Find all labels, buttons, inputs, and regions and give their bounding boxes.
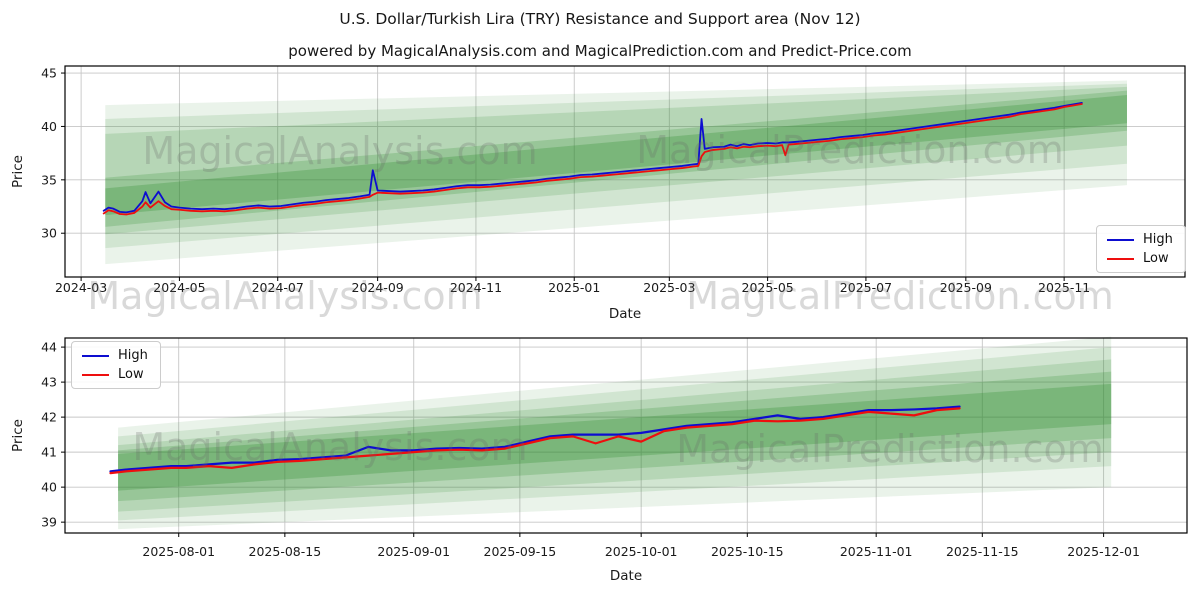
legend-item-high: High — [1107, 233, 1173, 246]
y-tick-label: 43 — [41, 375, 57, 390]
x-tick-label: 2025-10-01 — [605, 544, 678, 559]
low-line-sample — [82, 373, 109, 376]
watermark-prediction: MagicalPrediction.com — [686, 274, 1114, 318]
series-line-low — [102, 103, 1083, 216]
x-axis-label: Date — [609, 306, 641, 322]
x-tick-label: 2025-11-01 — [840, 544, 913, 559]
series-line-low — [109, 407, 961, 475]
x-tick-label: 2025-08-15 — [249, 544, 322, 559]
x-tick-label: 2024-07 — [252, 280, 304, 295]
watermark-analysis: MagicalAnalysis.com — [142, 129, 538, 173]
y-tick-label: 45 — [41, 66, 57, 81]
low-line-sample — [1107, 257, 1134, 260]
y-tick-label: 39 — [41, 515, 57, 530]
bottom-chart: 2025-08-01 2025-08-15 2025-09-01 2025-09-15… — [10, 336, 1188, 584]
y-tick-label: 30 — [41, 226, 57, 241]
band-polygon — [118, 371, 1112, 502]
x-tick-label: 2024-11 — [450, 280, 502, 295]
legend-item-low: Low — [1107, 252, 1173, 265]
x-axis-label: Date — [610, 568, 642, 584]
x-tick-label: 2025-09-01 — [377, 544, 450, 559]
high-line-sample — [1107, 238, 1134, 241]
band-polygon — [105, 86, 1127, 235]
x-tick-label: 2025-11 — [1038, 280, 1090, 295]
chart-subtitle: powered by MagicalAnalysis.com and Magic… — [288, 42, 912, 60]
y-axis-label: Price — [10, 155, 26, 188]
axes-ticks: 2025-08-01 2025-08-15 2025-09-01 2025-09-15… — [41, 340, 1140, 559]
x-tick-label: 2024-05 — [153, 280, 205, 295]
watermark-analysis: MagicalAnalysis.com — [132, 425, 528, 469]
x-tick-label: 2024-03 — [55, 280, 107, 295]
legend-label-high: High — [1143, 232, 1173, 247]
chart-title: U.S. Dollar/Turkish Lira (TRY) Resistanc… — [339, 10, 861, 28]
support-resistance-bands — [105, 80, 1127, 265]
watermark-prediction: MagicalPrediction.com — [636, 128, 1064, 172]
x-tick-label: 2024-09 — [352, 280, 404, 295]
legend-item-low: Low — [82, 368, 148, 381]
legend-bottom-chart: High Low — [71, 341, 161, 389]
y-tick-label: 40 — [41, 480, 57, 495]
series-line-high — [109, 405, 961, 473]
legend-label-low: Low — [118, 367, 144, 382]
x-tick-label: 2025-08-01 — [142, 544, 215, 559]
legend-top-chart: High Low — [1096, 225, 1186, 273]
y-tick-label: 40 — [41, 119, 57, 134]
x-tick-label: 2025-09-15 — [484, 544, 557, 559]
plot-border — [64, 337, 1188, 534]
high-line-sample — [82, 354, 109, 357]
y-tick-label: 44 — [41, 340, 57, 355]
legend-item-high: High — [82, 349, 148, 362]
series-line-high — [102, 102, 1083, 214]
legend-label-low: Low — [1143, 251, 1169, 266]
watermark-analysis: MagicalAnalysis.com — [87, 274, 483, 318]
band-polygon — [105, 94, 1127, 216]
top-chart: 2024-03 2024-05 2024-07 2024-09 2024-11 2025-… — [10, 65, 1186, 322]
band-polygon — [118, 336, 1112, 530]
band-polygon — [105, 83, 1127, 249]
x-tick-label: 2025-01 — [548, 280, 600, 295]
grid-lines — [65, 338, 1187, 533]
watermark-prediction: MagicalPrediction.com — [676, 427, 1104, 471]
y-tick-label: 42 — [41, 410, 57, 425]
x-tick-label: 2025-09 — [940, 280, 992, 295]
x-tick-label: 2025-03 — [643, 280, 695, 295]
x-tick-label: 2025-10-15 — [711, 544, 784, 559]
axes-ticks: 2024-03 2024-05 2024-07 2024-09 2024-11 2025-… — [41, 66, 1090, 295]
y-tick-label: 35 — [41, 172, 57, 187]
x-tick-label: 2025-12-01 — [1067, 544, 1140, 559]
legend-label-high: High — [118, 348, 148, 363]
y-tick-label: 41 — [41, 445, 57, 460]
x-tick-label: 2025-07 — [840, 280, 892, 295]
grid-lines — [65, 66, 1185, 277]
y-axis-label: Price — [10, 419, 26, 452]
plot-border — [64, 65, 1186, 278]
x-tick-label: 2025-11-15 — [946, 544, 1019, 559]
x-tick-label: 2025-05 — [742, 280, 794, 295]
band-polygon — [105, 90, 1127, 227]
